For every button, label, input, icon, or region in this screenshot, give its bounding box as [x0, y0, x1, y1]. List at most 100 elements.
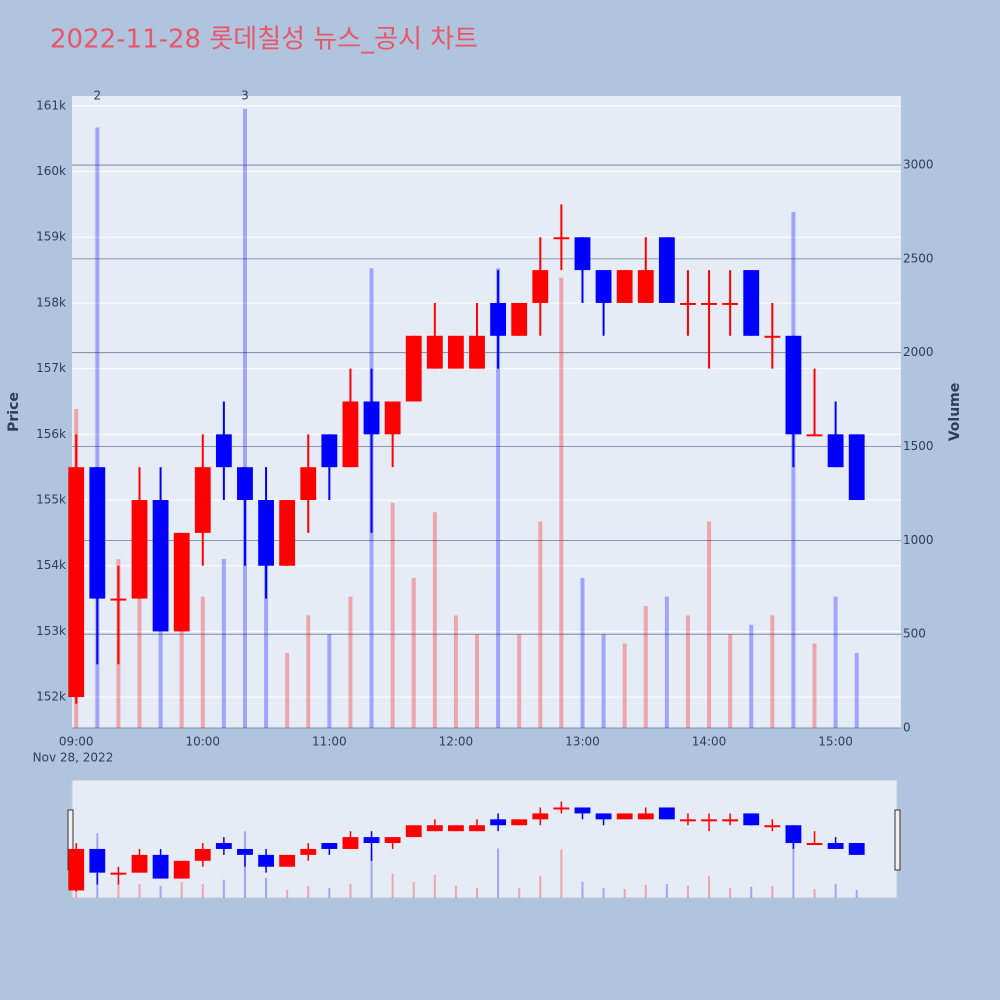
volume-bar — [559, 277, 564, 728]
candle-body — [237, 467, 253, 501]
slider-candle-body — [194, 848, 211, 861]
candle-body — [701, 302, 717, 305]
slider-candle-body — [426, 825, 443, 832]
volume-bar — [643, 606, 648, 728]
volume-bar — [833, 596, 838, 728]
slider-candle-body — [215, 843, 232, 849]
x-tick-label: 13:00 — [565, 735, 600, 749]
slider-volume-bar — [476, 887, 479, 898]
candle-body — [342, 401, 359, 468]
slider-volume-bar — [391, 873, 394, 898]
volume-bar — [580, 577, 585, 728]
volume-bar — [685, 615, 690, 728]
candle-body — [490, 302, 507, 336]
candle-body — [532, 270, 549, 303]
slider-volume-bar — [771, 885, 774, 898]
slider-volume-bar — [328, 887, 331, 898]
slider-handle[interactable] — [894, 809, 901, 871]
slider-candle-body — [173, 860, 190, 879]
volume-bar — [285, 652, 290, 728]
range-slider[interactable] — [71, 779, 898, 899]
slider-candle-body — [363, 837, 380, 844]
y2-axis-label: Volume — [947, 383, 963, 442]
slider-candle-body — [321, 843, 338, 849]
slider-candle-body — [279, 854, 296, 867]
slider-volume-bar — [560, 849, 563, 898]
slider-volume-bar — [222, 879, 225, 898]
volume-bar — [812, 643, 817, 728]
candle-body — [173, 532, 190, 632]
chart-title: 2022-11-28 롯데칠성 뉴스_공시 차트 — [50, 25, 478, 55]
candle-body — [131, 500, 148, 599]
volume-bar — [664, 596, 669, 728]
volume-bar — [770, 615, 775, 728]
slider-volume-bar — [286, 889, 289, 898]
slider-candle-body — [764, 825, 781, 828]
slider-volume-bar — [265, 877, 268, 898]
volume-bar — [411, 577, 416, 728]
volume-bar — [791, 211, 796, 729]
slider-candle-body — [658, 807, 675, 820]
y-tick-label: 157k — [36, 361, 66, 375]
y-tick-label: 158k — [36, 295, 66, 309]
y2-tick-label: 500 — [903, 627, 926, 641]
candle-body — [637, 270, 654, 303]
x-tick-label: 10:00 — [185, 735, 220, 749]
candle-body — [827, 434, 844, 468]
candle-body — [848, 434, 865, 501]
slider-volume-bar — [581, 881, 584, 898]
x-date-label: Nov 28, 2022 — [33, 751, 114, 765]
slider-volume-bar — [792, 842, 795, 898]
candle-body — [89, 467, 106, 599]
slider-candle-body — [680, 819, 696, 822]
slider-volume-bar — [686, 885, 689, 898]
candle-body — [215, 434, 232, 468]
volume-bar — [749, 624, 754, 728]
slider-candle-body — [152, 854, 169, 879]
x-tick-label: 12:00 — [439, 735, 474, 749]
y2-tick-label: 1500 — [903, 439, 934, 453]
slider-volume-bar — [454, 885, 457, 898]
slider-candle-body — [110, 872, 127, 875]
volume-bar — [179, 577, 184, 728]
slider-volume-bar — [117, 879, 120, 898]
y-tick-label: 154k — [36, 558, 66, 572]
slider-volume-bar — [201, 883, 204, 898]
slider-candle-body — [743, 813, 760, 826]
candle-body — [110, 598, 127, 601]
volume-bar — [137, 596, 142, 728]
candle-body — [806, 434, 823, 437]
slider-volume-bar — [855, 889, 858, 898]
candle-body — [658, 237, 675, 303]
slider-candle-body — [384, 837, 401, 844]
y2-tick-label: 0 — [903, 721, 911, 735]
slider-volume-bar — [370, 848, 373, 898]
volume-bar — [728, 634, 733, 728]
slider-volume-bar — [518, 887, 521, 898]
candle-body — [279, 500, 296, 566]
candle-body — [616, 270, 633, 303]
slider-volume-bar — [497, 848, 500, 898]
y-tick-label: 152k — [36, 690, 66, 704]
slider-candle-body — [701, 819, 717, 822]
slider-volume-bar — [433, 874, 436, 898]
volume-bar — [622, 643, 627, 728]
volume-bar — [390, 502, 395, 728]
y2-tick-label: 3000 — [903, 158, 934, 172]
x-tick-label: 09:00 — [59, 735, 94, 749]
candle-body — [722, 302, 739, 305]
volume-bar — [264, 540, 269, 728]
slider-volume-bar — [138, 883, 141, 898]
y2-tick-label: 1000 — [903, 533, 934, 547]
volume-bar — [496, 268, 501, 728]
candle-body — [785, 335, 802, 435]
volume-bar — [348, 596, 353, 728]
y-tick-label: 161k — [36, 98, 66, 112]
slider-volume-bar — [349, 883, 352, 898]
slider-candle-body — [553, 807, 570, 810]
slider-candle-body — [342, 837, 359, 849]
slider-candle-body — [89, 848, 106, 873]
volume-bar — [221, 559, 226, 728]
volume-bar — [475, 634, 480, 728]
